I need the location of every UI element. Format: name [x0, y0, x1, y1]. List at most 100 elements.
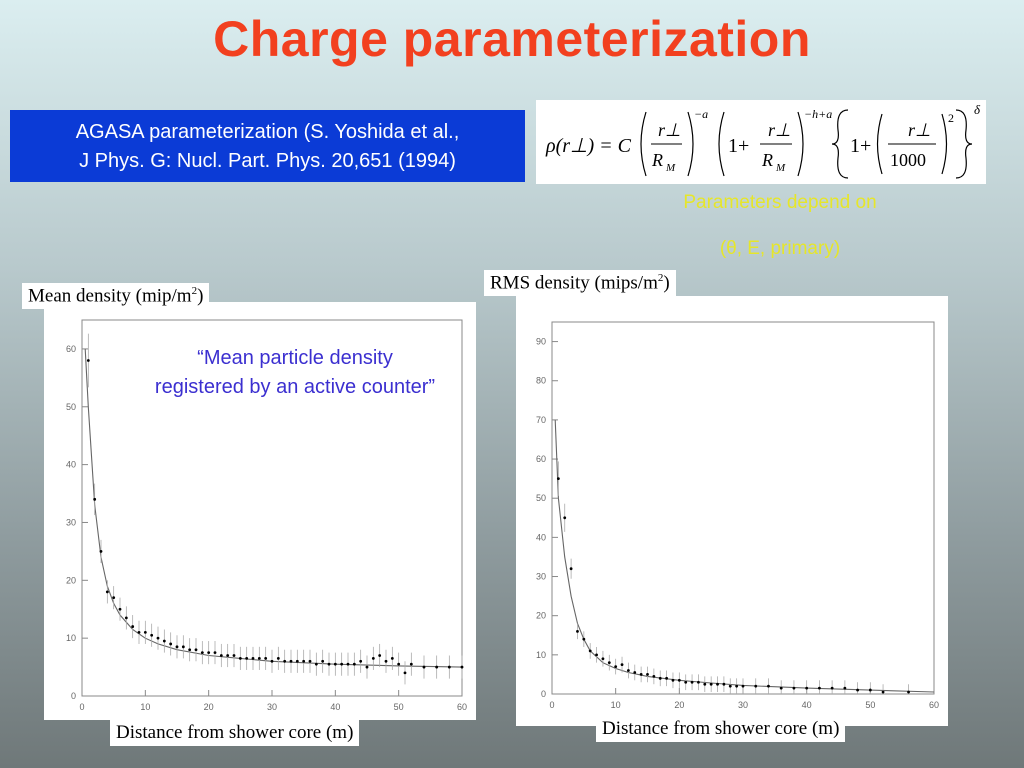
x-tick-label: 60: [929, 700, 939, 710]
data-point: [365, 665, 369, 669]
data-point: [302, 659, 306, 663]
formula-exp-2: −h+a: [804, 107, 832, 121]
data-point: [169, 642, 173, 646]
reference-line-1: AGASA parameterization (S. Yoshida et al…: [75, 121, 460, 143]
parameters-note-line-2: (θ, E, primary): [719, 238, 841, 259]
data-point: [156, 636, 160, 640]
rms-density-ylabel: RMS density (mips/m2): [484, 270, 676, 297]
formula-exp-1: −a: [694, 107, 708, 121]
mean-density-chart-panel: 0 10 20 30 40 50 60 0 10 20 30 40 50 60: [44, 302, 476, 720]
data-point: [563, 516, 567, 520]
data-point: [93, 497, 97, 501]
y-tick-label: 20: [536, 611, 546, 621]
data-point: [856, 688, 859, 692]
rms-ylabel-close: ): [663, 272, 670, 294]
data-point: [607, 661, 611, 665]
data-point: [422, 665, 426, 669]
parameters-note-line-1: Parameters depend on: [683, 192, 877, 213]
data-point: [226, 654, 230, 657]
data-point: [633, 671, 637, 674]
formula-one-1: 1+: [728, 135, 749, 157]
data-point: [181, 645, 185, 649]
y-tick-label: 40: [66, 460, 76, 470]
data-point: [830, 686, 834, 690]
data-point: [792, 686, 796, 690]
data-point: [238, 657, 242, 660]
data-point: [346, 662, 350, 666]
data-point: [340, 662, 344, 666]
x-tick-label: 50: [865, 700, 875, 710]
y-tick-label: 30: [66, 517, 76, 527]
y-tick-label: 50: [536, 493, 546, 503]
formula-den-sub-2: M: [775, 162, 786, 174]
data-point: [112, 596, 116, 600]
data-point: [333, 662, 337, 666]
mean-density-ylabel: Mean density (mip/m2): [22, 283, 210, 310]
y-tick-label: 10: [536, 650, 546, 660]
data-point: [665, 676, 668, 680]
data-point: [569, 567, 573, 571]
data-point: [697, 680, 700, 684]
data-point: [709, 682, 713, 686]
y-tick-label: 60: [66, 344, 76, 354]
formula-exp-3: 2: [948, 111, 954, 125]
data-point: [646, 673, 649, 676]
data-point: [207, 651, 211, 655]
data-point: [397, 662, 401, 666]
data-point: [658, 676, 662, 680]
data-point: [257, 657, 261, 660]
data-point: [818, 686, 821, 690]
rms-density-xlabel: Distance from shower core (m): [596, 716, 846, 742]
data-point: [409, 662, 413, 666]
data-point: [690, 680, 694, 684]
data-point: [188, 648, 192, 652]
mean-density-quote: “Mean particle density registered by an …: [154, 347, 436, 398]
rms-density-chart-panel: 0 10 20 30 40 50 60 0 10 20 30 40 50 60 70 80 90: [516, 296, 948, 726]
y-tick-label: 90: [536, 337, 546, 347]
data-point: [447, 665, 451, 669]
data-point: [435, 665, 439, 669]
data-point: [327, 662, 331, 666]
formula-one-2: 1+: [850, 135, 871, 157]
fit-curve: [554, 419, 935, 693]
data-point: [137, 630, 141, 634]
data-point: [722, 682, 726, 686]
data-point: [308, 659, 312, 663]
mean-density-chart: 0 10 20 30 40 50 60 0 10 20 30 40 50 60: [66, 319, 467, 712]
y-tick-label: 70: [536, 415, 546, 425]
data-point: [245, 657, 249, 660]
data-point: [601, 657, 605, 661]
data-point: [868, 688, 872, 692]
y-tick-label: 30: [536, 572, 546, 582]
data-point: [716, 682, 719, 686]
data-point: [390, 657, 394, 660]
data-point: [232, 654, 236, 657]
data-point: [175, 645, 179, 649]
data-point: [677, 678, 681, 682]
data-point: [289, 659, 293, 663]
data-point: [162, 639, 166, 643]
data-point: [99, 549, 103, 553]
data-point: [843, 686, 847, 690]
reference-line-2: J Phys. G: Nucl. Part. Phys. 20,651 (199…: [79, 150, 456, 172]
data-point: [295, 659, 299, 663]
slide-title: Charge parameterization: [213, 11, 811, 67]
reference-box: AGASA parameterization (S. Yoshida et al…: [10, 110, 525, 182]
data-point: [556, 477, 560, 481]
data-point: [671, 678, 675, 682]
data-point: [403, 671, 407, 675]
y-tick-label: 20: [66, 575, 76, 585]
data-point: [907, 690, 910, 694]
formula-num-3: r⊥: [908, 120, 931, 140]
data-point: [652, 674, 656, 678]
data-point: [460, 665, 464, 669]
y-tick-label: 0: [541, 689, 546, 699]
data-point: [124, 616, 128, 620]
data-point: [684, 680, 688, 684]
formula-svg: ρ(r⊥) = C r⊥ R M −a 1+ r⊥ R M −h+a 1+ r⊥…: [545, 102, 981, 179]
data-point: [213, 651, 217, 655]
data-point: [251, 657, 255, 660]
formula-den-1: R: [651, 150, 663, 170]
data-point: [614, 665, 618, 668]
data-point: [741, 684, 745, 688]
